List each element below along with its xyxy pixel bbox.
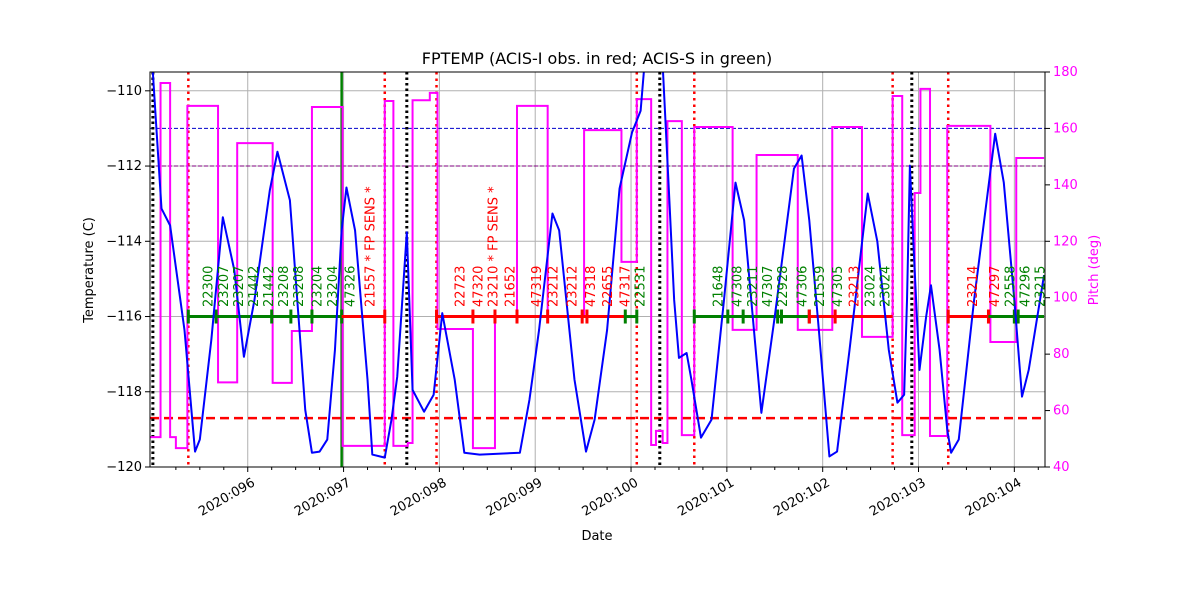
obs-label: 23208 — [292, 266, 307, 307]
obs-label: 22723 — [454, 266, 469, 307]
obs-label: 21442 — [262, 266, 277, 307]
obs-label: 47306 — [796, 266, 811, 307]
y-axis-label: Temperature (C) — [82, 217, 97, 324]
obs-label: 47326 — [343, 266, 358, 307]
obs-label: 23212 — [566, 266, 581, 307]
obs-label: 23204 — [326, 266, 341, 307]
obs-label: 22531 — [633, 266, 648, 307]
obs-label: 23024 — [864, 266, 879, 307]
x-axis-label: Date — [581, 529, 612, 544]
obs-label: 47307 — [761, 266, 776, 307]
y-tick-label: −116 — [106, 310, 142, 325]
y2-tick-label: 140 — [1053, 178, 1078, 193]
obs-label: 23213 — [847, 266, 862, 307]
obs-label: 23210 * FP SENS * — [487, 186, 502, 307]
plot-lines — [150, 72, 1045, 467]
obs-label: 23212 — [546, 266, 561, 307]
obs-label: 22655 — [601, 266, 616, 307]
chart-title: FPTEMP (ACIS-I obs. in red; ACIS-S in gr… — [422, 49, 772, 68]
obs-label: 21648 — [711, 266, 726, 307]
y-tick-label: −118 — [106, 385, 142, 400]
obs-label: 21442 — [247, 266, 262, 307]
obs-label: 47297 — [988, 266, 1003, 307]
obs-label: 22928 — [776, 266, 791, 307]
obs-label: 23207 — [217, 266, 232, 307]
y-tick-label: −114 — [106, 234, 142, 249]
obs-label: 47319 — [530, 266, 545, 307]
obs-label: 22558 — [1004, 266, 1019, 307]
obs-label: 47296 — [1019, 266, 1034, 307]
obs-label: 23211 — [746, 266, 761, 307]
obs-label: 23208 — [277, 266, 292, 307]
obs-label: 21652 — [503, 266, 518, 307]
y-tick-label: −120 — [106, 460, 142, 475]
obs-label: 23214 — [966, 266, 981, 307]
obs-label: 23024 — [879, 266, 894, 307]
obs-label: 22300 — [201, 266, 216, 307]
obs-label: 21557 * FP SENS * — [363, 186, 378, 307]
y2-tick-label: 80 — [1053, 347, 1070, 362]
obs-label: 47320 — [472, 266, 487, 307]
obs-label: 23207 — [232, 266, 247, 307]
y2-tick-label: 40 — [1053, 460, 1070, 475]
y2-tick-label: 100 — [1053, 291, 1078, 306]
y2-tick-label: 160 — [1053, 121, 1078, 136]
obs-label: 23204 — [311, 266, 326, 307]
obs-labels: 22300 23207 23207 21442 21442 23208 23208 23204… — [201, 186, 1048, 307]
pitch-series — [150, 82, 1045, 450]
plot-frame — [149, 71, 1046, 468]
y2-tick-label: 120 — [1053, 234, 1078, 249]
y2-tick-label: 180 — [1053, 65, 1078, 80]
y-tick-label: −112 — [106, 159, 142, 174]
y-tick-label: −110 — [106, 84, 142, 99]
obs-label: 21559 — [813, 266, 828, 307]
obs-label: 47308 — [730, 266, 745, 307]
obs-label: 23215 — [1034, 266, 1049, 307]
obs-label: 47317 — [618, 266, 633, 307]
y2-axis-label: Pitch (deg) — [1087, 235, 1102, 305]
obs-label: 47305 — [831, 266, 846, 307]
obs-label: 47318 — [584, 266, 599, 307]
y2-tick-label: 60 — [1053, 404, 1070, 419]
temperature-series — [151, 72, 1045, 459]
